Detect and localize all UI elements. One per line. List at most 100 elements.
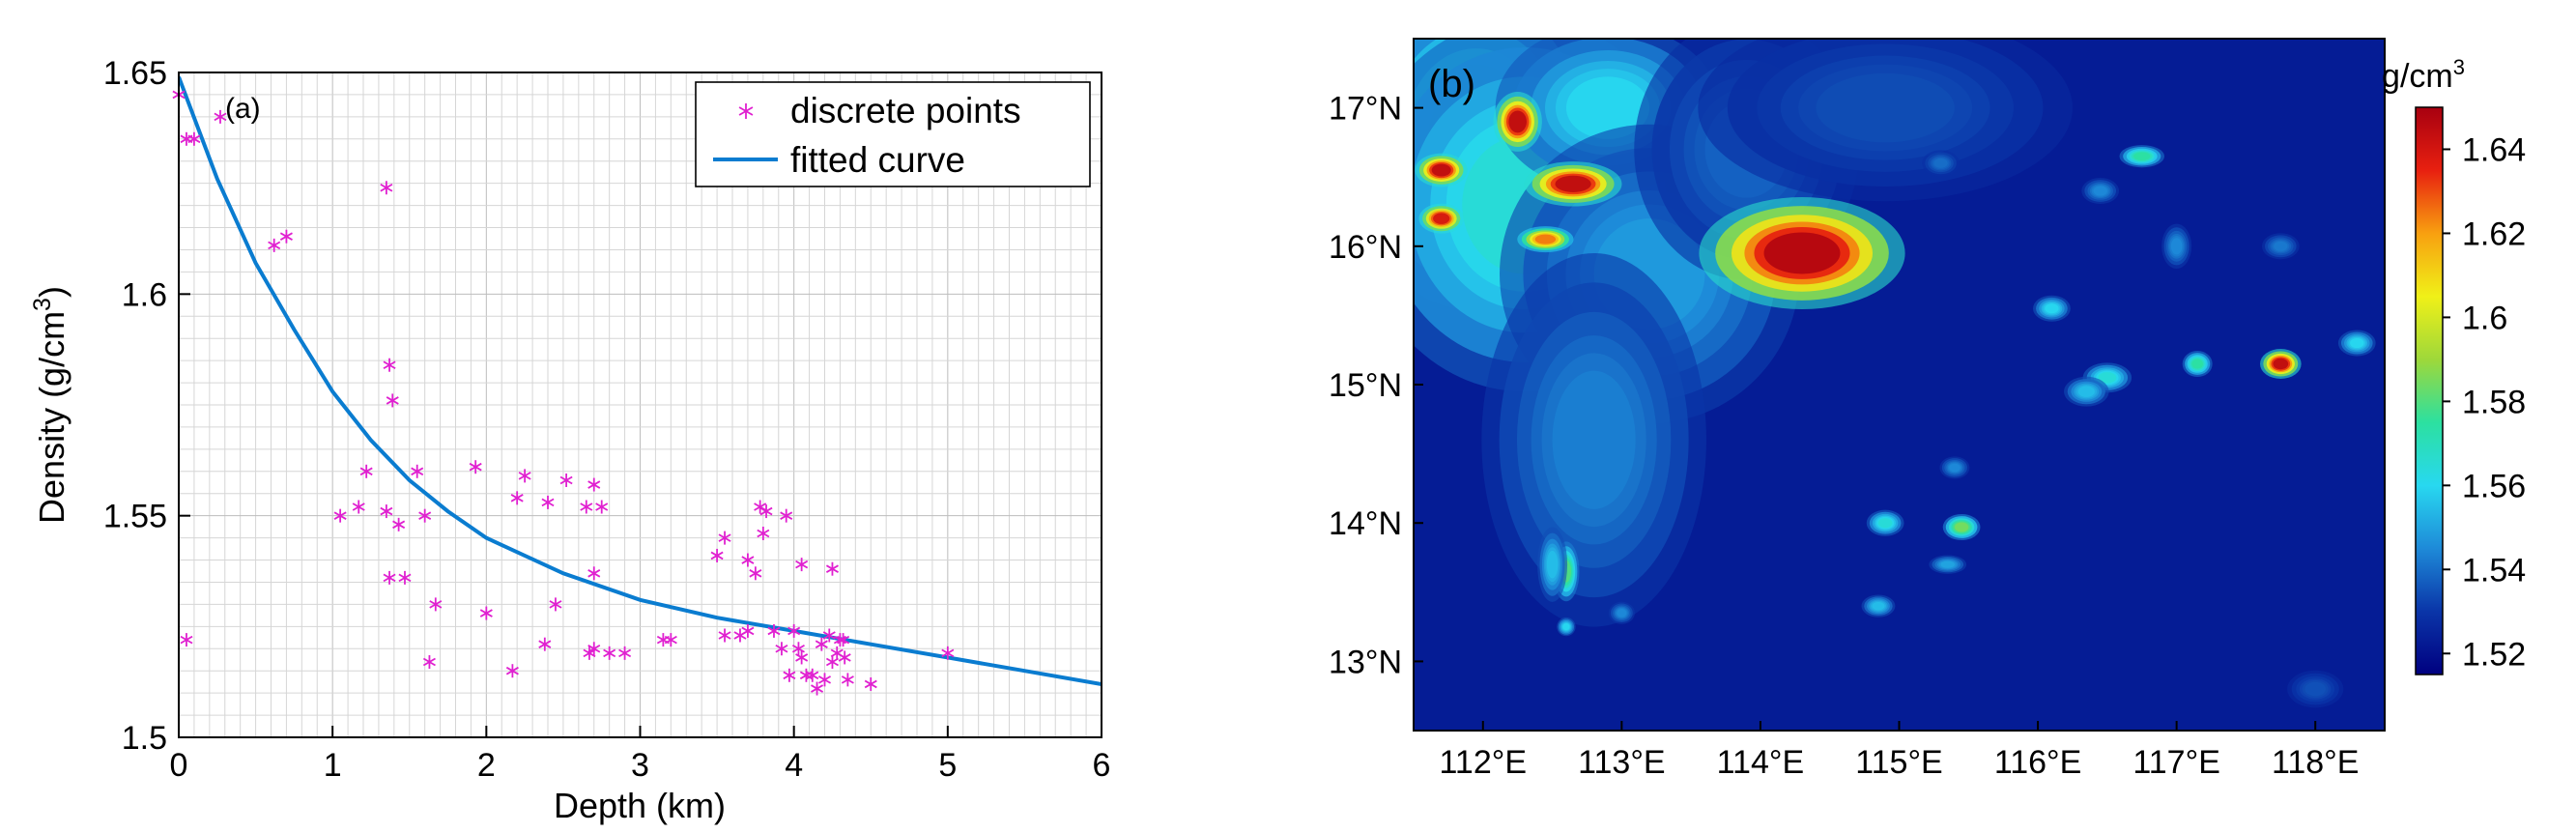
- discrete-point: [664, 633, 677, 647]
- discrete-point: [587, 477, 601, 492]
- discrete-point: [549, 597, 562, 612]
- discrete-point: [411, 464, 424, 478]
- x-tick-label: 2: [477, 747, 496, 784]
- colorbar-tick-label: 1.54: [2462, 552, 2526, 589]
- density-anomaly-blob: [2077, 386, 2095, 397]
- legend-label-discrete-points: discrete points: [790, 91, 1021, 130]
- colorbar-title-superscript: 3: [2453, 55, 2465, 79]
- discrete-point: [587, 566, 601, 581]
- discrete-point: [767, 623, 781, 638]
- y-axis-label-text: Density (g/cm: [32, 311, 72, 524]
- panel-b-ticks: 112°E 113°E 114°E 115°E 116°E 117°E 118°E 13°N 1…: [1329, 91, 2359, 781]
- panel-a-label: (a): [225, 93, 261, 125]
- density-anomaly-blob: [1954, 522, 1969, 532]
- density-anomaly-blob: [1816, 72, 1955, 143]
- discrete-point: [783, 668, 796, 682]
- discrete-point: [825, 561, 839, 576]
- colorbar: 1.52 1.54 1.56 1.58 1.6 1.62 1.64 g/cm3: [2382, 55, 2526, 675]
- discrete-point: [380, 504, 393, 519]
- discrete-point: [841, 673, 854, 687]
- colorbar-title-text: g/cm: [2382, 58, 2453, 95]
- legend-label-fitted-curve: fitted curve: [790, 140, 965, 180]
- colorbar-tick-label: 1.6: [2462, 300, 2507, 336]
- discrete-point: [541, 495, 555, 509]
- discrete-point: [580, 500, 593, 514]
- colorbar-tick-label: 1.56: [2462, 468, 2526, 504]
- panel-b-density-map: 112°E 113°E 114°E 115°E 116°E 117°E 118°E 13°N 1…: [1329, 38, 2526, 781]
- discrete-point: [422, 655, 436, 670]
- colorbar-tick-label: 1.52: [2462, 636, 2526, 673]
- fitted-curve-line: [179, 75, 1102, 686]
- discrete-point: [811, 681, 824, 696]
- discrete-point: [817, 673, 832, 687]
- latitude-tick-label: 16°N: [1329, 229, 1402, 266]
- discrete-point: [383, 358, 396, 372]
- discrete-point: [741, 623, 755, 638]
- discrete-point: [518, 469, 531, 483]
- discrete-point: [759, 504, 773, 519]
- y-tick-label: 1.5: [122, 720, 167, 757]
- discrete-point: [806, 668, 819, 682]
- discrete-point: [780, 508, 793, 523]
- y-tick-label: 1.6: [122, 276, 167, 313]
- discrete-point: [383, 570, 396, 585]
- discrete-point: [741, 553, 755, 567]
- density-anomaly-blob: [1872, 601, 1885, 611]
- longitude-tick-label: 116°E: [1994, 744, 2081, 781]
- discrete-point: [587, 642, 601, 656]
- discrete-point: [479, 606, 493, 620]
- discrete-point: [837, 633, 850, 647]
- density-heatmap: [1414, 39, 2385, 731]
- discrete-point: [749, 566, 762, 581]
- discrete-points-series: [172, 87, 955, 696]
- discrete-point: [718, 531, 731, 545]
- density-anomaly-blob: [1534, 234, 1557, 244]
- density-anomaly-blob: [2133, 152, 2151, 161]
- longitude-tick-label: 115°E: [1855, 744, 1942, 781]
- colorbar-tick-label: 1.64: [2462, 131, 2526, 168]
- discrete-point: [757, 527, 770, 541]
- x-tick-label: 1: [324, 747, 342, 784]
- discrete-point: [718, 628, 731, 643]
- discrete-point: [864, 676, 877, 691]
- y-axis-label-superscript: 3: [29, 298, 56, 311]
- discrete-point: [941, 646, 955, 660]
- discrete-point: [505, 664, 519, 678]
- x-tick-label: 6: [1093, 747, 1111, 784]
- density-anomaly-blob: [2093, 186, 2107, 196]
- discrete-point: [180, 633, 193, 647]
- discrete-point: [392, 517, 406, 531]
- legend-box: [695, 81, 1091, 187]
- density-anomaly-blob: [2098, 372, 2117, 384]
- discrete-point: [795, 558, 809, 572]
- discrete-point: [380, 181, 393, 195]
- longitude-tick-label: 117°E: [2132, 744, 2219, 781]
- x-tick-label: 5: [938, 747, 957, 784]
- x-tick-label: 0: [170, 747, 188, 784]
- longitude-tick-label: 118°E: [2272, 744, 2359, 781]
- density-anomaly-blob: [1433, 213, 1450, 224]
- legend-asterisk-marker: [738, 103, 754, 119]
- panel-a-y-axis-label: Density (g/cm3): [29, 286, 72, 524]
- discrete-point: [187, 131, 201, 146]
- latitude-tick-label: 13°N: [1329, 644, 1402, 680]
- density-anomaly-blob: [1877, 518, 1893, 529]
- density-anomaly-blob: [1565, 76, 1650, 139]
- density-anomaly-blob: [1546, 550, 1559, 579]
- discrete-point: [618, 646, 632, 660]
- panel-a-legend: discrete points fitted curve: [695, 81, 1091, 187]
- density-anomaly-blob: [2191, 359, 2203, 369]
- discrete-point: [352, 500, 365, 514]
- discrete-point: [268, 238, 281, 252]
- legend-asterisk: [738, 103, 754, 119]
- discrete-point: [538, 637, 552, 651]
- discrete-point: [595, 500, 609, 514]
- density-anomaly-blob: [1940, 560, 1955, 568]
- discrete-point: [838, 650, 851, 665]
- panel-a-density-depth-chart: 0 1 2 3 4 5 6 1.5 1.55 1.6 1.65 (a) Depth (km) Den…: [29, 55, 1110, 825]
- colorbar-ticks: 1.52 1.54 1.56 1.58 1.6 1.62 1.64: [2443, 131, 2526, 673]
- discrete-point: [429, 597, 443, 612]
- density-anomaly-blob: [1552, 370, 1636, 509]
- discrete-point: [510, 491, 524, 505]
